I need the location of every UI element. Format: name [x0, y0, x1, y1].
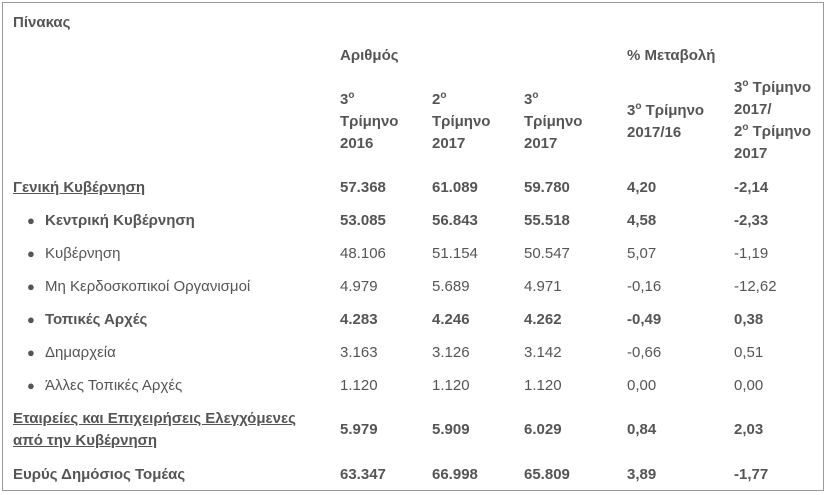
row-label: Ευρύς Δημόσιος Τομέας	[13, 466, 186, 483]
row-label: ● Δημαρχεία	[27, 342, 116, 364]
bullet-icon: ●	[27, 312, 35, 327]
table-cell: 59.780	[524, 179, 570, 196]
table-cell: 5.909	[432, 421, 470, 438]
table-cell: 61.089	[432, 179, 478, 196]
table-cell: 51.154	[432, 245, 478, 262]
row-label-link[interactable]: Γενική Κυβέρνηση	[13, 179, 146, 196]
table-cell: 4.283	[340, 311, 378, 328]
row-label: ● Κεντρική Κυβέρνηση	[27, 210, 195, 232]
column-header-change-yoy: 3ο Τρίμηνο 2017/16	[627, 101, 705, 142]
bullet-icon: ●	[27, 378, 35, 393]
group-header-change: % Μεταβολή	[627, 47, 716, 64]
table-cell: 66.998	[432, 466, 478, 483]
table-cell: 4.262	[524, 311, 562, 328]
table-cell: 4,58	[627, 212, 657, 229]
row-label: ● Κυβέρνηση	[27, 243, 121, 265]
column-header-change-qoq: 3ο Τρίμηνο 2017/ 2ο Τρίμηνο 2017	[734, 78, 812, 163]
table-cell: 0,51	[734, 344, 764, 361]
table-cell: 1.120	[340, 377, 378, 394]
table-cell: 3.142	[524, 344, 562, 361]
table-cell: 2,03	[734, 421, 764, 438]
table-cell: 57.368	[340, 179, 386, 196]
table-cell: -0,49	[627, 311, 662, 328]
row-label: ● Μη Κερδοσκοπικοί Οργανισμοί	[27, 276, 250, 298]
table-cell: 3.163	[340, 344, 378, 361]
table-cell: 4.979	[340, 278, 378, 295]
table-cell: 65.809	[524, 466, 570, 483]
bullet-icon: ●	[27, 213, 35, 228]
table-cell: 4.971	[524, 278, 562, 295]
table-cell: -0,66	[627, 344, 662, 361]
table-cell: 56.843	[432, 212, 478, 229]
table-cell: 50.547	[524, 245, 570, 262]
table-cell: 5,07	[627, 245, 657, 262]
table-cell: 63.347	[340, 466, 386, 483]
table-cell: 0,38	[734, 311, 764, 328]
table-cell: 0,00	[734, 377, 764, 394]
row-label: ● Τοπικές Αρχές	[27, 309, 147, 331]
table-cell: 0,84	[627, 421, 657, 438]
table-cell: 3.126	[432, 344, 470, 361]
table-cell: -12,62	[734, 278, 777, 295]
table-cell: 4,20	[627, 179, 657, 196]
table-cell: -0,16	[627, 278, 662, 295]
table-cell: -1,77	[734, 466, 769, 483]
table-cell: 5.979	[340, 421, 378, 438]
bullet-icon: ●	[27, 345, 35, 360]
table-cell: 4.246	[432, 311, 470, 328]
table-cell: 5.689	[432, 278, 470, 295]
table-cell: 55.518	[524, 212, 570, 229]
table-cell: 6.029	[524, 421, 562, 438]
bullet-icon: ●	[27, 279, 35, 294]
row-label: ● Άλλες Τοπικές Αρχές	[27, 375, 182, 397]
group-header-count: Αριθμός	[340, 47, 399, 64]
column-header-q2-2017: 2ο Τρίμηνο 2017	[432, 90, 491, 153]
row-label-link[interactable]: Εταιρείες και Επιχειρήσεις Ελεγχόμενες απ…	[13, 410, 296, 449]
table-cell: 48.106	[340, 245, 386, 262]
table-cell: 1.120	[432, 377, 470, 394]
column-header-q3-2017: 3ο Τρίμηνο 2017	[524, 90, 583, 153]
table-title: Πίνακας	[13, 14, 71, 31]
column-header-q3-2016: 3ο Τρίμηνο 2016	[340, 90, 399, 153]
table-cell: 3,89	[627, 466, 657, 483]
table-cell: -2,33	[734, 212, 769, 229]
table-cell: -1,19	[734, 245, 769, 262]
table-cell: 1.120	[524, 377, 562, 394]
bullet-icon: ●	[27, 246, 35, 261]
table-cell: 53.085	[340, 212, 386, 229]
table-cell: -2,14	[734, 179, 769, 196]
table-cell: 0,00	[627, 377, 657, 394]
